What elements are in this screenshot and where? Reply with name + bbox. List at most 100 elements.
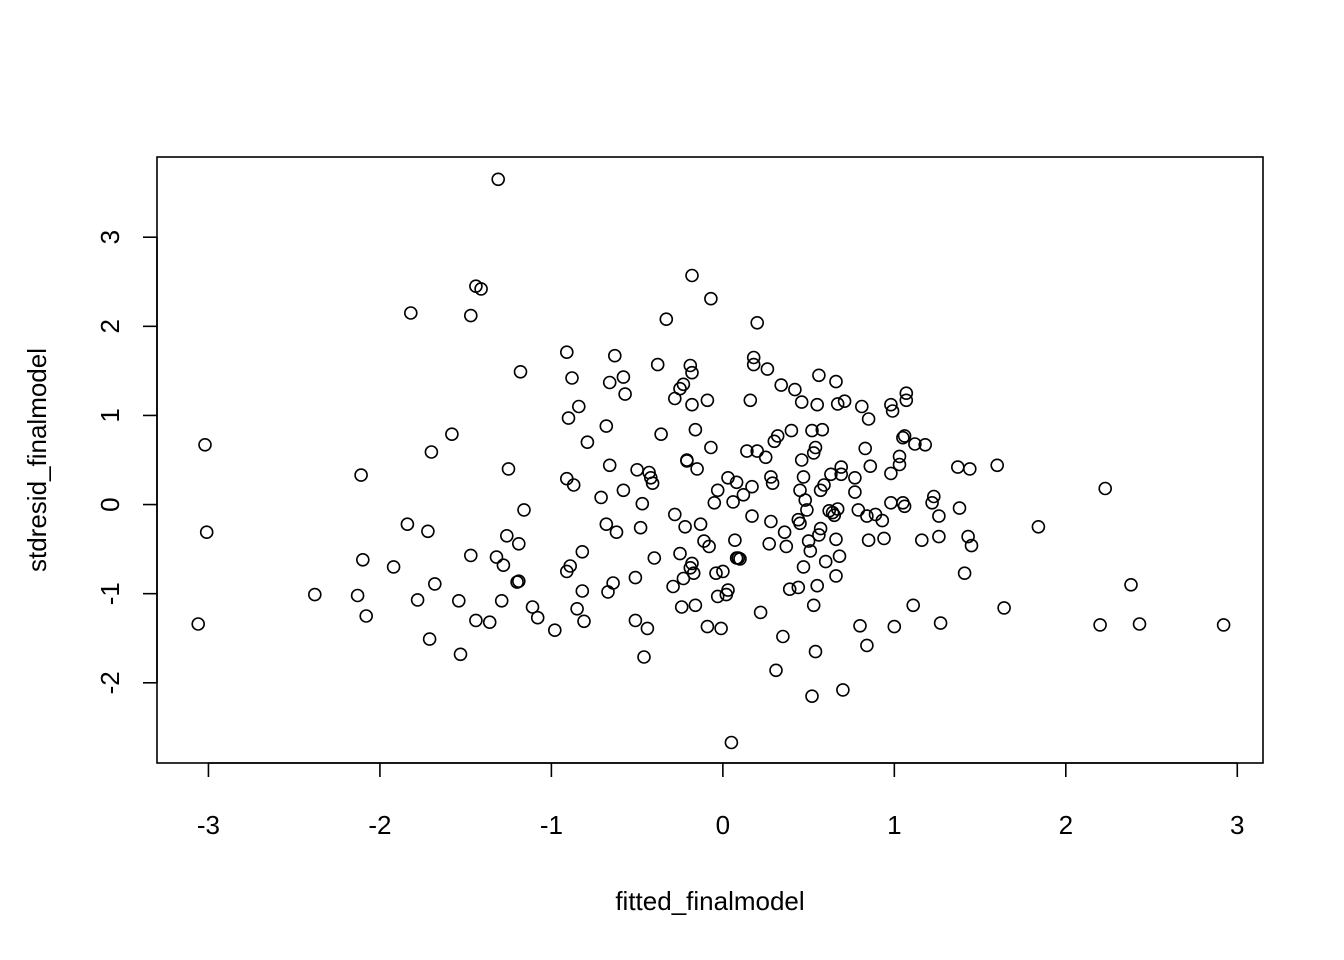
data-point	[704, 440, 718, 455]
data-point	[805, 423, 819, 438]
x-tick-label: 2	[1059, 810, 1073, 840]
data-point	[1216, 618, 1231, 632]
data-point	[403, 306, 418, 320]
data-point	[884, 495, 898, 510]
data-point	[925, 495, 939, 510]
data-point	[837, 394, 852, 409]
data-point	[899, 386, 914, 401]
data-point	[861, 533, 876, 548]
data-point	[676, 377, 691, 392]
data-point	[599, 517, 614, 532]
data-point	[863, 459, 878, 474]
y-axis: -2 -1 0 1 2 3	[95, 230, 158, 694]
data-point	[1124, 577, 1138, 592]
data-point	[760, 362, 775, 376]
data-point	[801, 534, 816, 548]
data-point	[896, 430, 910, 445]
data-point	[704, 291, 718, 306]
data-point	[445, 427, 459, 442]
data-point	[566, 478, 581, 492]
data-point	[961, 529, 975, 544]
data-point	[424, 445, 439, 459]
data-point	[892, 449, 907, 464]
data-point	[676, 571, 691, 586]
data-point	[957, 566, 972, 581]
data-point	[764, 470, 778, 484]
data-point	[686, 566, 701, 581]
data-point	[685, 556, 699, 571]
data-point	[511, 574, 526, 589]
data-point	[489, 550, 504, 564]
data-point	[702, 539, 716, 554]
data-point	[782, 582, 797, 597]
data-point	[517, 503, 531, 517]
data-point	[575, 584, 590, 598]
data-point	[350, 588, 365, 603]
data-point	[607, 348, 622, 363]
data-point	[853, 618, 867, 633]
data-point	[463, 308, 478, 323]
data-point	[491, 172, 506, 187]
data-point	[482, 615, 497, 630]
data-point	[559, 345, 574, 360]
data-point	[829, 374, 843, 389]
data-point	[422, 632, 437, 646]
data-point	[654, 427, 668, 442]
y-tick-label: 2	[95, 319, 125, 333]
data-point	[616, 370, 631, 384]
data-point	[798, 493, 813, 507]
data-point	[830, 397, 845, 411]
data-point	[829, 532, 843, 547]
data-point	[830, 502, 845, 516]
data-point	[758, 450, 773, 465]
data-point	[666, 579, 680, 594]
data-point	[724, 735, 739, 750]
data-point	[1093, 618, 1107, 632]
data-point	[918, 437, 933, 452]
data-point	[355, 552, 370, 567]
data-point	[602, 458, 617, 473]
data-point	[793, 516, 807, 531]
y-tick-label: -2	[95, 671, 125, 694]
data-point	[817, 478, 831, 492]
data-point	[499, 528, 514, 543]
data-point	[1098, 481, 1112, 496]
data-point	[764, 514, 778, 529]
data-point	[690, 462, 704, 476]
data-point	[848, 485, 862, 499]
data-point	[685, 397, 699, 412]
data-point	[628, 570, 643, 585]
data-point	[678, 519, 692, 534]
data-point	[530, 610, 545, 625]
data-point	[354, 468, 368, 482]
x-tick-label: 1	[887, 810, 901, 840]
data-point	[547, 623, 562, 638]
data-point	[794, 395, 809, 409]
data-point	[580, 435, 595, 450]
data-point	[577, 614, 591, 629]
data-point	[427, 577, 442, 591]
data-point	[810, 397, 825, 412]
data-point	[997, 601, 1011, 615]
data-point	[762, 536, 777, 551]
y-tick-label: -1	[95, 582, 125, 605]
data-point	[609, 525, 624, 540]
data-point	[990, 458, 1005, 473]
data-point	[887, 619, 902, 634]
data-point	[400, 517, 415, 532]
x-tick-label: 3	[1230, 810, 1244, 840]
data-point	[685, 365, 699, 380]
data-point	[721, 583, 735, 597]
data-point	[791, 580, 806, 595]
data-point	[827, 508, 842, 523]
data-point	[602, 375, 617, 390]
data-point	[451, 593, 466, 608]
data-point	[854, 399, 869, 414]
data-point	[806, 446, 821, 460]
data-point	[594, 490, 608, 505]
data-point	[812, 368, 826, 383]
x-tick-label: -3	[197, 810, 220, 840]
data-point	[740, 444, 754, 458]
data-point	[198, 437, 212, 452]
data-point	[606, 576, 620, 590]
